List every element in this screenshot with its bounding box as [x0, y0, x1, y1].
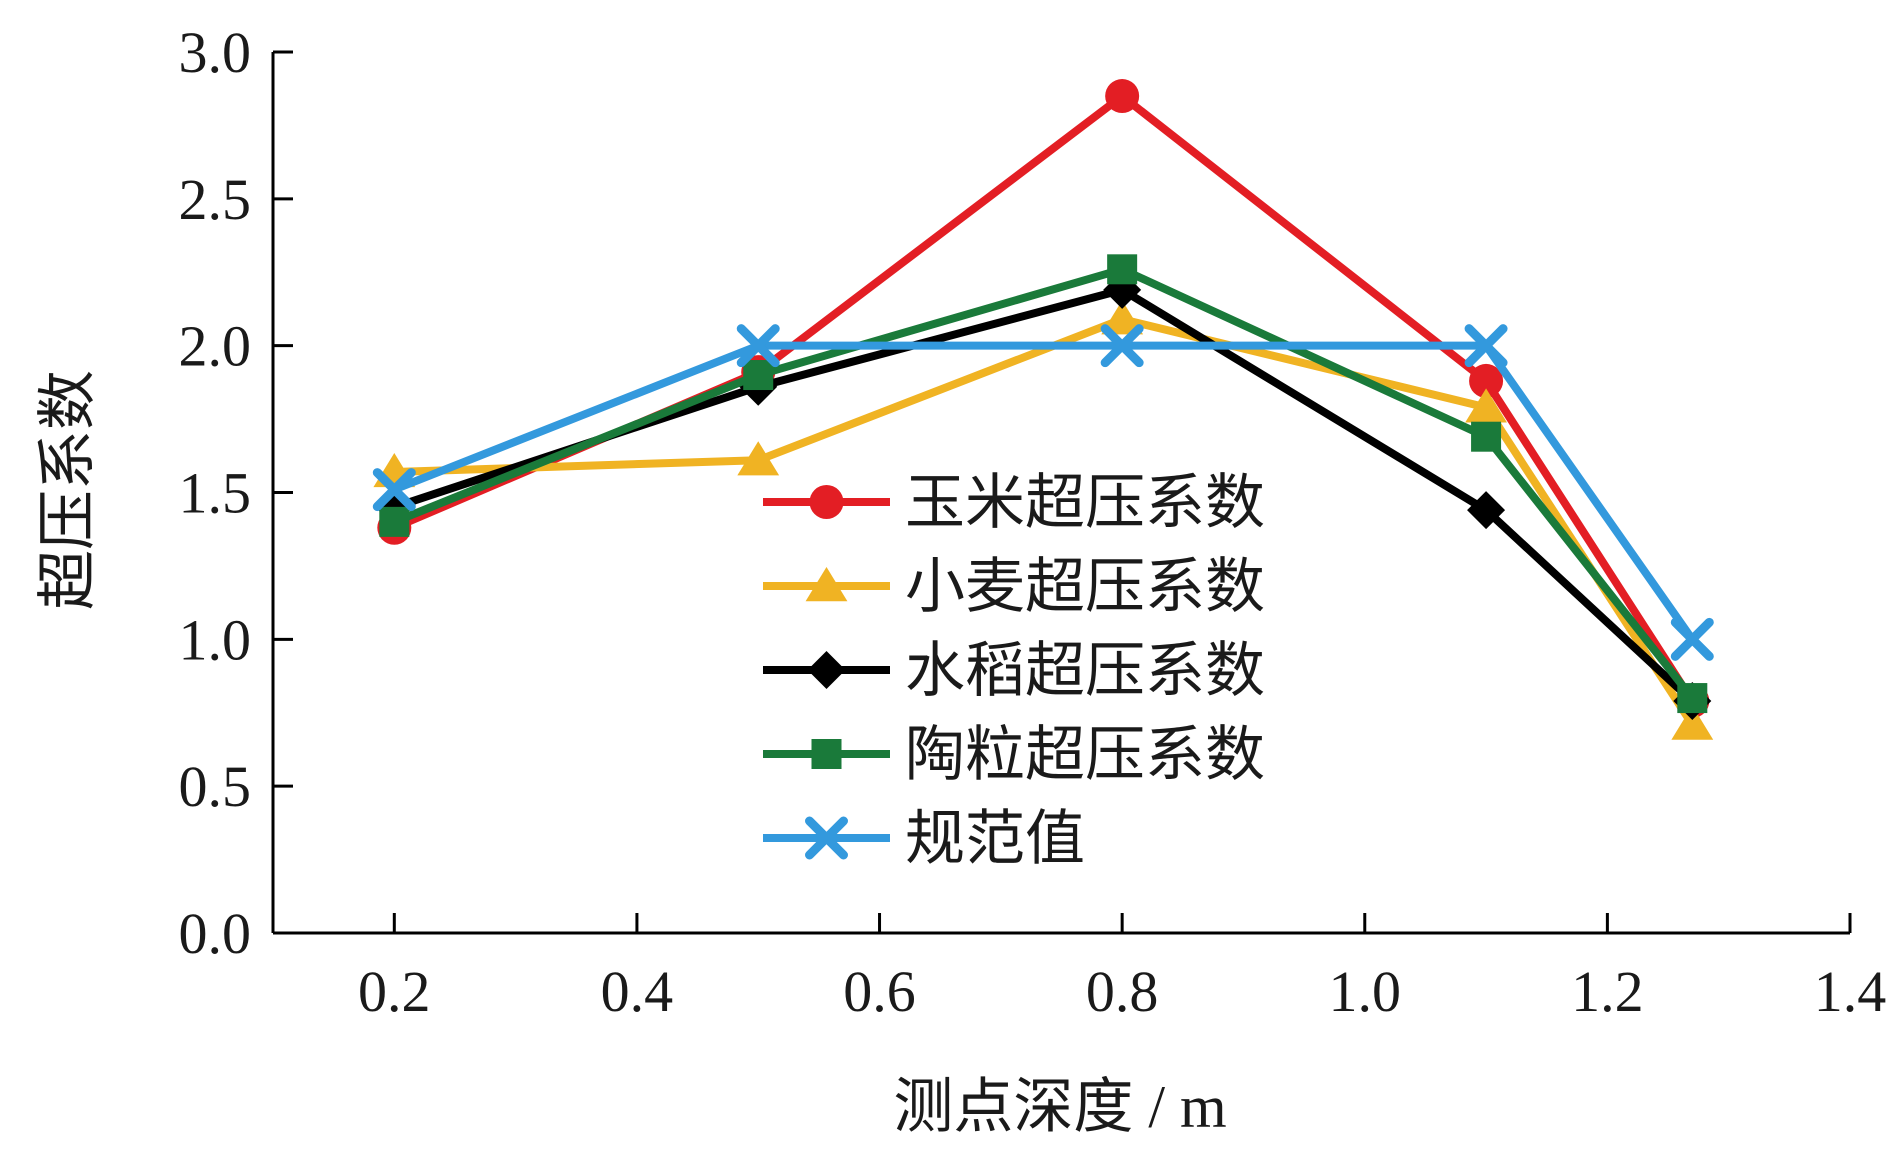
- legend-label: 陶粒超压系数: [905, 722, 1265, 788]
- data-point: [743, 360, 774, 391]
- legend-label: 水稻超压系数: [905, 638, 1265, 704]
- legend-label: 玉米超压系数: [905, 470, 1265, 536]
- y-tick-label: 1.5: [179, 461, 252, 526]
- x-tick-label: 0.4: [601, 959, 674, 1024]
- data-point: [1107, 254, 1138, 285]
- y-axis-title: 超压系数: [35, 370, 101, 610]
- data-point: [737, 441, 780, 476]
- x-tick-label: 0.8: [1086, 959, 1159, 1024]
- y-tick-label: 1.0: [179, 607, 252, 672]
- data-point: [379, 506, 410, 537]
- legend-item: 水稻超压系数: [763, 638, 1265, 704]
- data-point: [1464, 324, 1508, 368]
- legend-marker: [805, 816, 848, 860]
- data-point: [1100, 324, 1144, 368]
- x-axis-title: 测点深度 / m: [893, 1074, 1226, 1140]
- x-tick-label: 0.2: [358, 959, 431, 1024]
- series-layer: [372, 79, 1714, 740]
- data-point: [736, 324, 780, 368]
- x-tick-label: 1.0: [1329, 959, 1402, 1024]
- legend-item: 小麦超压系数: [763, 554, 1265, 620]
- y-tick-label: 0.0: [179, 901, 252, 966]
- data-point: [1467, 491, 1506, 530]
- data-point: [372, 468, 416, 512]
- x-tick-label: 1.2: [1571, 959, 1644, 1024]
- series-1: [377, 79, 1710, 719]
- data-point: [1671, 705, 1714, 740]
- legend-marker: [807, 651, 846, 689]
- data-point: [1677, 683, 1708, 714]
- legend-marker: [809, 485, 844, 519]
- data-point: [1465, 388, 1507, 423]
- data-point: [1471, 421, 1502, 452]
- x-tick-label: 1.4: [1814, 959, 1887, 1024]
- data-point: [1105, 79, 1140, 114]
- legend-item: 陶粒超压系数: [763, 722, 1265, 788]
- y-tick-label: 2.0: [179, 314, 252, 379]
- x-tick-label: 0.6: [843, 959, 916, 1024]
- data-point: [1670, 617, 1714, 661]
- legend-item: 规范值: [763, 806, 1085, 872]
- data-point: [1469, 363, 1504, 398]
- axes: 0.0 0.5 1.0 1.5 2.0 2.5 3.0 0.2 0.4 0.6 0.8 1.0 1.2 1…: [179, 20, 1887, 1024]
- series-4: [379, 254, 1708, 714]
- legend-marker: [805, 567, 848, 602]
- series-5: [372, 324, 1714, 661]
- legend-item: 玉米超压系数: [763, 470, 1265, 536]
- legend-label: 规范值: [905, 806, 1085, 872]
- y-tick-label: 3.0: [179, 20, 252, 85]
- y-tick-label: 2.5: [179, 167, 252, 232]
- y-tick-label: 0.5: [179, 754, 252, 819]
- legend-marker: [811, 739, 842, 769]
- legend-label: 小麦超压系数: [905, 554, 1265, 620]
- data-point: [1101, 300, 1144, 335]
